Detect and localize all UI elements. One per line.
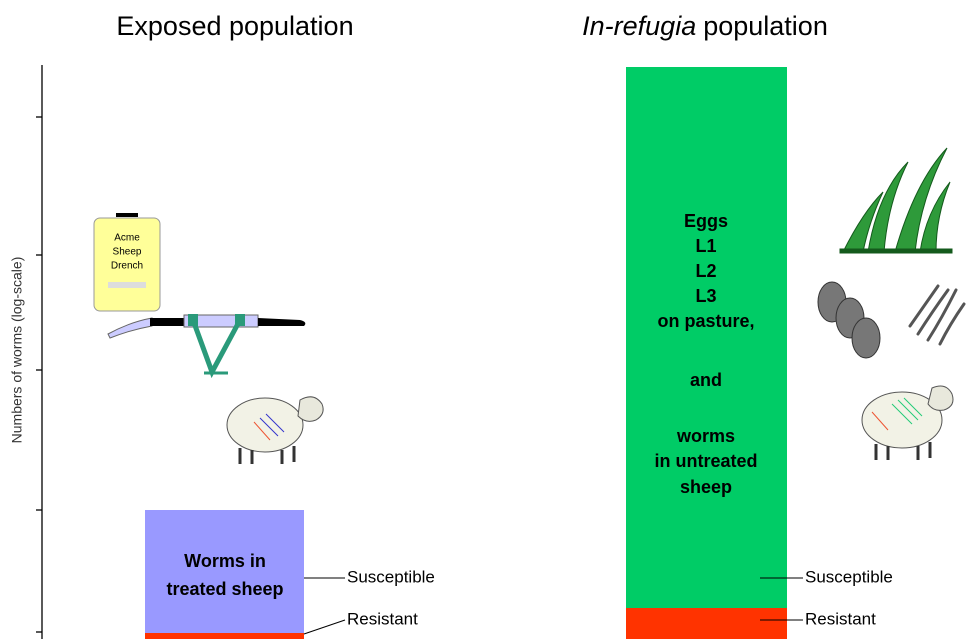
bar-label: Worms in <box>184 551 266 571</box>
leader <box>303 619 346 635</box>
legend-resistant: Resistant <box>347 609 418 628</box>
bar-resistant <box>145 633 304 639</box>
y-axis-label: Numbers of worms (log-scale) <box>9 257 25 444</box>
bar-label: L3 <box>695 286 716 306</box>
larvae <box>908 284 966 346</box>
legend-susceptible: Susceptible <box>347 567 435 586</box>
bar-label: worms <box>676 426 735 446</box>
bottle-text: Sheep <box>113 247 142 258</box>
bar-label: on pasture, <box>657 311 754 331</box>
bottle-text: Drench <box>111 261 143 272</box>
bar-label: treated sheep <box>166 579 283 599</box>
bar-label: L2 <box>695 261 716 281</box>
drench-bottle: Acme Sheep Drench <box>93 213 161 312</box>
drench-gun <box>107 314 306 379</box>
title-italic: In-refugia <box>582 11 696 41</box>
legend-resistant: Resistant <box>805 609 876 628</box>
bar-label: sheep <box>680 477 732 497</box>
bar-label: Eggs <box>684 211 728 231</box>
y-axis <box>36 65 43 639</box>
bar-label: and <box>690 370 722 390</box>
grass <box>839 147 953 254</box>
title-exposed: Exposed population <box>116 11 353 41</box>
bar-resistant <box>626 608 787 639</box>
title-refugia: In-refugia population <box>582 11 828 41</box>
bottle-text: Acme <box>114 233 140 244</box>
title-rest: population <box>703 11 828 41</box>
bar-susceptible <box>145 510 304 633</box>
legend-susceptible: Susceptible <box>805 567 893 586</box>
bar-susceptible <box>626 67 787 608</box>
bar-label: in untreated <box>654 451 757 471</box>
bar-label-group: Eggs L1 L2 L3 on pasture, and worms in u… <box>654 211 757 497</box>
bar-label: L1 <box>695 236 716 256</box>
eggs <box>817 281 881 359</box>
sheep <box>861 385 954 460</box>
sheep <box>226 396 324 464</box>
